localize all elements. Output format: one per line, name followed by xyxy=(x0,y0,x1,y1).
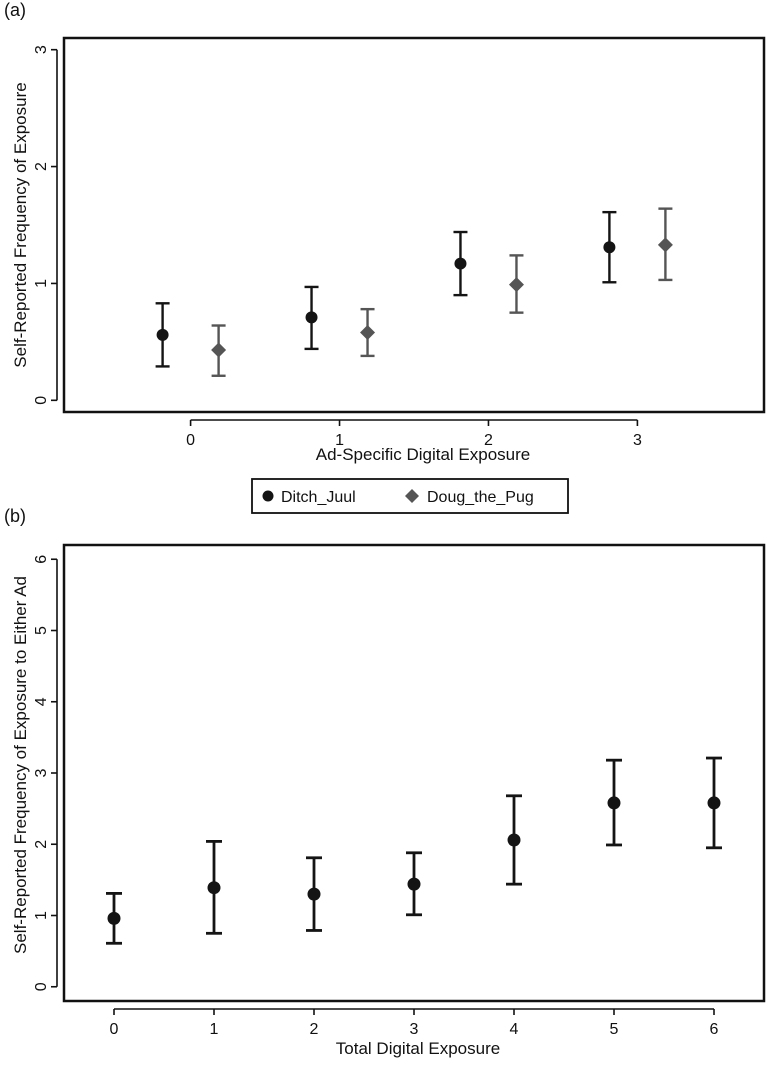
data-point-circle xyxy=(207,881,221,895)
data-point-circle xyxy=(407,877,421,891)
y-tick-label: 5 xyxy=(33,626,50,635)
data-point-circle xyxy=(305,311,318,324)
data-point-diamond xyxy=(360,325,376,341)
x-tick-label: 3 xyxy=(633,432,642,449)
data-point-circle xyxy=(307,887,321,901)
data-point-circle xyxy=(507,833,521,847)
data-point-circle xyxy=(603,241,616,254)
panel-a-y-axis-title: Self-Reported Frequency of Exposure xyxy=(11,82,30,367)
y-tick-label: 3 xyxy=(33,768,50,777)
panel-a: (a) 0 1 2 3 0 1 2 3 Ad-Specific Digital Exposu… xyxy=(4,0,766,514)
y-tick-label: 0 xyxy=(33,396,50,405)
x-tick-label: 3 xyxy=(410,1021,419,1038)
x-tick-label: 1 xyxy=(210,1021,219,1038)
panel-b-label: (b) xyxy=(4,506,26,526)
data-point-diamond xyxy=(657,237,673,253)
data-point-diamond xyxy=(508,277,524,293)
x-tick-label: 5 xyxy=(610,1021,619,1038)
y-tick-label: 1 xyxy=(33,279,50,288)
x-tick-label: 0 xyxy=(110,1021,119,1038)
panel-a-x-ticks: 0 1 2 3 xyxy=(186,419,642,449)
x-tick-label: 4 xyxy=(510,1021,519,1038)
panel-b-y-ticks: 0 1 2 3 4 5 6 xyxy=(33,555,58,991)
y-tick-label: 6 xyxy=(33,555,50,564)
data-point-circle xyxy=(107,911,121,925)
legend: Ditch_Juul Doug_the_Pug xyxy=(251,478,569,514)
panel-a-marks xyxy=(155,207,673,377)
x-tick-label: 2 xyxy=(310,1021,319,1038)
panel-a-x-axis-title: Ad-Specific Digital Exposure xyxy=(316,445,530,464)
y-tick-label: 0 xyxy=(33,982,50,991)
data-point-circle xyxy=(454,257,467,270)
legend-marker-ditch-juul xyxy=(262,490,274,502)
legend-label-doug-the-pug: Doug_the_Pug xyxy=(427,489,534,506)
x-tick-label: 6 xyxy=(710,1021,719,1038)
y-tick-label: 2 xyxy=(33,840,50,849)
panel-b-y-axis-title: Self-Reported Frequency of Exposure to E… xyxy=(11,576,30,954)
x-tick-label: 1 xyxy=(335,432,344,449)
data-point-circle xyxy=(707,796,721,810)
legend-marker-doug-the-pug xyxy=(405,489,419,503)
x-tick-label: 0 xyxy=(186,432,195,449)
panel-b-x-axis-title: Total Digital Exposure xyxy=(336,1039,500,1058)
panel-a-plot-frame xyxy=(62,36,766,414)
legend-label-ditch-juul: Ditch_Juul xyxy=(281,489,356,506)
panel-a-label: (a) xyxy=(4,0,26,20)
data-point-diamond xyxy=(211,342,227,358)
data-point-circle xyxy=(607,796,621,810)
data-point-circle xyxy=(156,328,169,341)
y-tick-label: 1 xyxy=(33,911,50,920)
x-tick-label: 2 xyxy=(484,432,493,449)
y-tick-label: 2 xyxy=(33,162,50,171)
y-tick-label: 3 xyxy=(33,45,50,54)
panel-b-plot-frame xyxy=(62,543,766,1003)
panel-b: (b) 0 1 2 3 4 5 6 0 1 2 3 4 5 6 Total Digital Exposu… xyxy=(4,506,766,1058)
y-tick-label: 4 xyxy=(33,697,50,706)
panel-b-x-ticks: 0 1 2 3 4 5 6 xyxy=(110,1008,719,1038)
panel-b-marks xyxy=(106,756,722,945)
panel-a-y-ticks: 0 1 2 3 xyxy=(33,45,58,405)
